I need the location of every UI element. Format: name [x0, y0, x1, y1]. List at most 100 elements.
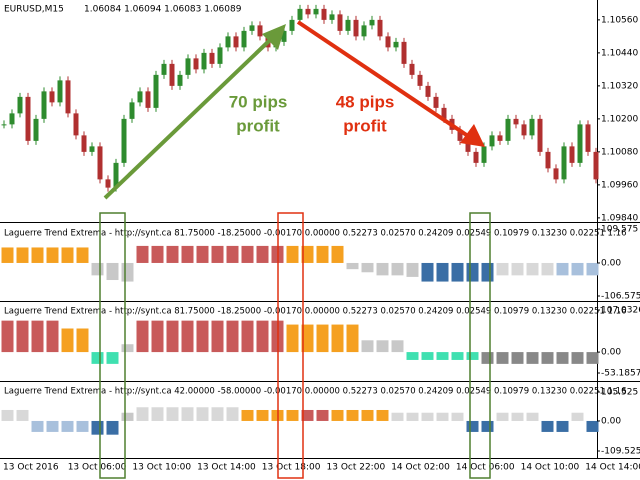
- bar: [391, 412, 404, 421]
- candle: [305, 8, 311, 15]
- candle: [385, 36, 391, 48]
- candle: [113, 162, 119, 188]
- x-tick-label: 14 Oct 14:00: [585, 463, 640, 473]
- bar: [586, 352, 599, 364]
- bar: [496, 262, 509, 276]
- candle: [497, 135, 503, 141]
- candle: [57, 80, 63, 103]
- candle: [537, 118, 543, 152]
- bar: [541, 352, 554, 364]
- bar: [241, 409, 254, 421]
- y-tick-label: -53.18574: [601, 368, 640, 378]
- bar: [181, 320, 194, 353]
- bar: [436, 412, 449, 421]
- bar: [361, 262, 374, 273]
- candle: [561, 146, 567, 180]
- candle: [353, 19, 359, 37]
- bar: [571, 262, 584, 276]
- bar: [511, 412, 524, 421]
- y-tick-label: -106.575: [601, 291, 640, 301]
- bar: [466, 420, 479, 432]
- candle: [417, 74, 423, 86]
- candle: [233, 36, 239, 48]
- candle: [329, 14, 335, 20]
- bar: [61, 247, 74, 263]
- bar: [1, 247, 14, 263]
- bar: [76, 247, 89, 263]
- bar: [361, 409, 374, 421]
- candle: [257, 25, 263, 37]
- bar: [406, 352, 419, 360]
- candle: [425, 85, 431, 97]
- bar: [286, 324, 299, 353]
- candle: [161, 63, 167, 75]
- bar: [511, 262, 524, 276]
- y-tick-label: 109.575: [601, 224, 638, 234]
- candle: [369, 19, 375, 26]
- bar: [256, 320, 269, 353]
- bar: [466, 352, 479, 360]
- x-tick-label: 13 Oct 06:00: [68, 463, 127, 473]
- y-tick-label: 0.00: [601, 416, 621, 426]
- candle: [65, 80, 71, 114]
- bar: [136, 320, 149, 353]
- y-tick-label: 1.10320: [601, 81, 638, 91]
- candle: [33, 118, 39, 141]
- bar: [166, 407, 179, 421]
- bar: [451, 352, 464, 360]
- bar: [121, 344, 134, 353]
- bar: [331, 409, 344, 421]
- bar: [481, 352, 494, 364]
- bar: [31, 247, 44, 263]
- bar: [421, 352, 434, 360]
- candle: [209, 52, 215, 64]
- candle: [137, 91, 143, 103]
- candle: [553, 168, 559, 180]
- frame: [0, 0, 640, 459]
- bar: [541, 262, 554, 276]
- candle: [217, 47, 223, 64]
- bar: [436, 262, 449, 282]
- bar: [286, 409, 299, 421]
- bar: [106, 262, 119, 281]
- bar: [181, 407, 194, 421]
- candle: [377, 19, 383, 37]
- candle: [225, 36, 231, 48]
- candle: [145, 91, 151, 108]
- candle: [89, 146, 95, 152]
- bar: [406, 262, 419, 277]
- candle: [129, 102, 135, 119]
- bar: [151, 245, 164, 263]
- candle: [345, 19, 351, 31]
- bar: [91, 352, 104, 364]
- candle: [81, 135, 87, 152]
- bar: [451, 262, 464, 282]
- bar: [406, 412, 419, 421]
- bar: [376, 262, 389, 276]
- bar: [136, 407, 149, 421]
- bar: [241, 320, 254, 353]
- candle: [185, 58, 191, 75]
- bar: [586, 420, 599, 432]
- bar: [451, 412, 464, 421]
- bar: [496, 412, 509, 421]
- bar: [586, 262, 599, 276]
- bar: [61, 420, 74, 432]
- y-tick-label: 0.00: [601, 258, 621, 268]
- bar: [316, 409, 329, 421]
- bar: [91, 420, 104, 435]
- x-tick-label: 13 Oct 18:00: [262, 463, 321, 473]
- candle: [481, 146, 487, 163]
- bar: [211, 245, 224, 263]
- bar: [481, 262, 494, 282]
- candle: [41, 91, 47, 119]
- bar: [16, 409, 29, 421]
- candle: [465, 140, 471, 152]
- bar: [91, 262, 104, 276]
- bar: [301, 324, 314, 353]
- bar: [226, 407, 239, 421]
- y-tick-label: 1.10080: [601, 147, 638, 157]
- ohlc: 1.06084 1.06094 1.06083 1.06089: [84, 5, 242, 15]
- bar: [331, 245, 344, 263]
- bar: [121, 412, 134, 421]
